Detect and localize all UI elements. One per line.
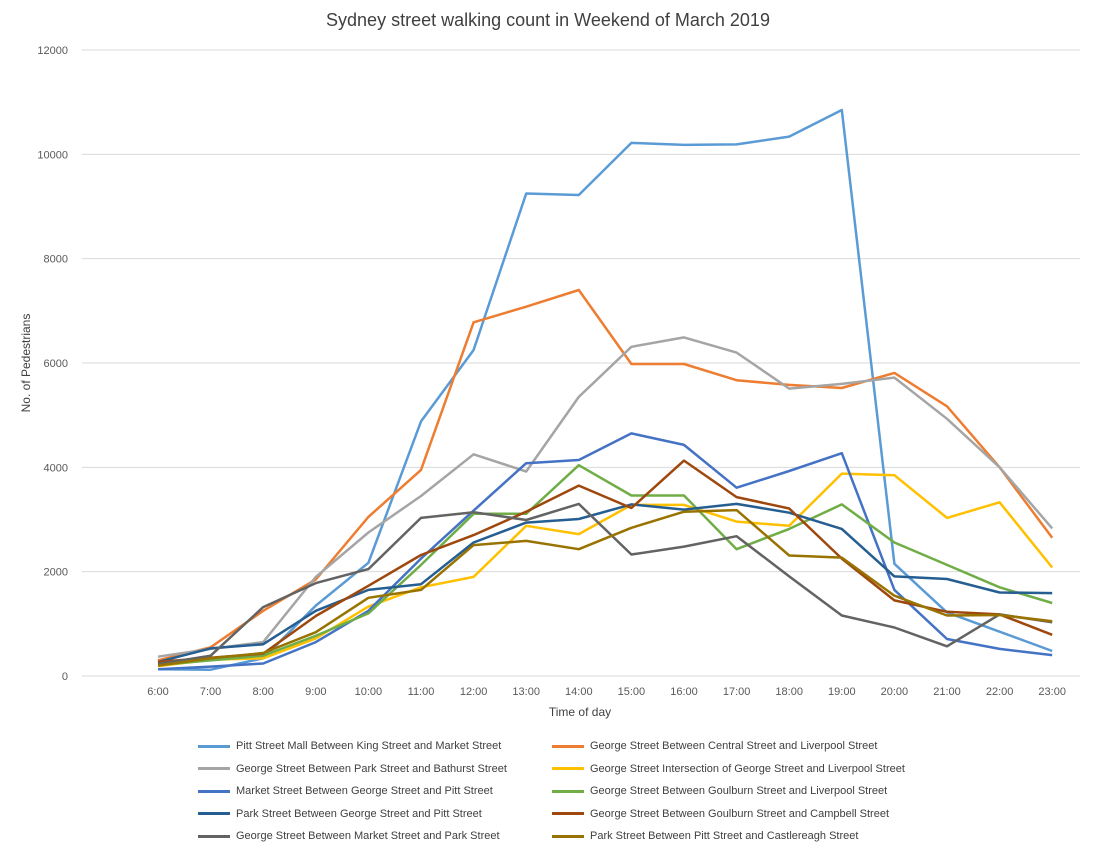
x-tick-label: 23:00: [1038, 686, 1066, 698]
x-tick-label: 12:00: [460, 686, 488, 698]
legend-item: Pitt Street Mall Between King Street and…: [198, 736, 501, 756]
legend-item: George Street Between Park Street and Ba…: [198, 759, 507, 779]
y-tick-label: 2000: [44, 567, 68, 579]
legend-label: George Street Between Central Street and…: [590, 740, 878, 752]
legend-swatch: [198, 812, 230, 815]
x-tick-label: 17:00: [723, 686, 751, 698]
x-tick-label: 7:00: [200, 686, 221, 698]
x-tick-label: 14:00: [565, 686, 593, 698]
legend-label: George Street Intersection of George Str…: [590, 762, 905, 775]
legend-item: George Street Between Market Street and …: [198, 826, 500, 846]
legend-label: George Street Between Park Street and Ba…: [236, 762, 507, 775]
series-line-2: [157, 288, 1054, 662]
legend-swatch: [198, 789, 230, 793]
y-tick-label: 0: [62, 671, 68, 683]
series-line-8: [157, 459, 1053, 664]
legend-item: Park Street Between George Street and Pi…: [198, 804, 482, 824]
line-chart: 0 2000 4000 6000 8000 10000 12000 6:00 7:00 8:00…: [19, 45, 1080, 719]
series-line-6: [157, 463, 1053, 667]
x-tick-label: 10:00: [355, 686, 383, 698]
y-tick-label: 6000: [44, 358, 68, 370]
x-axis-ticks: 6:00 7:00 8:00 9:00 10:00 11:00 12:00 13:00 14:0…: [147, 686, 1066, 698]
y-axis-ticks: 0 2000 4000 6000 8000 10000 12000: [37, 45, 68, 683]
legend-label: George Street Between Market Street and …: [236, 830, 500, 842]
series-line-4: [157, 472, 1054, 668]
y-axis-label: No. of Pedestrians: [19, 314, 33, 413]
legend-swatch: [552, 834, 584, 838]
legend-item: Park Street Between Pitt Street and Cast…: [552, 826, 858, 846]
x-tick-label: 21:00: [933, 686, 961, 698]
legend-label: George Street Between Goulburn Street an…: [590, 785, 888, 797]
legend-label: Pitt Street Mall Between King Street and…: [236, 740, 502, 752]
legend-label: Park Street Between George Street and Pi…: [236, 807, 482, 820]
legend-item: George Street Between Central Street and…: [552, 736, 877, 756]
legend-item: George Street Between Goulburn Street an…: [552, 781, 887, 801]
legend-swatch: [198, 834, 230, 838]
chart-title: Sydney street walking count in Weekend o…: [326, 10, 770, 30]
series-line-10: [157, 508, 1053, 667]
y-tick-label: 10000: [37, 149, 68, 161]
x-axis-label: Time of day: [549, 705, 611, 719]
legend-item: Market Street Between George Street and …: [198, 781, 493, 801]
gridlines: [82, 49, 1080, 677]
x-tick-label: 20:00: [881, 686, 909, 698]
series-line-1: [157, 108, 1053, 671]
y-tick-label: 8000: [44, 254, 68, 266]
series-line-9: [157, 502, 1053, 666]
legend-label: Market Street Between George Street and …: [236, 785, 493, 797]
legend-label: Park Street Between Pitt Street and Cast…: [590, 830, 859, 842]
legend-swatch: [552, 744, 584, 748]
legend-swatch: [198, 767, 230, 770]
legend-swatch: [552, 812, 584, 815]
legend-item: George Street Between Goulburn Street an…: [552, 804, 889, 824]
series-line-7: [157, 502, 1053, 664]
legend-swatch: [552, 789, 584, 793]
legend-swatch: [198, 744, 230, 748]
y-tick-label: 12000: [37, 45, 68, 57]
legend-label: George Street Between Goulburn Street an…: [590, 807, 890, 820]
x-tick-label: 22:00: [986, 686, 1014, 698]
x-tick-label: 13:00: [512, 686, 540, 698]
legend-swatch: [552, 767, 584, 770]
x-tick-label: 19:00: [828, 686, 856, 698]
x-tick-label: 9:00: [305, 686, 326, 698]
x-tick-label: 8:00: [252, 686, 273, 698]
x-tick-label: 16:00: [670, 686, 698, 698]
x-tick-label: 6:00: [147, 686, 168, 698]
series-lines: [157, 108, 1054, 671]
y-tick-label: 4000: [44, 462, 68, 474]
x-tick-label: 18:00: [775, 686, 803, 698]
x-tick-label: 11:00: [408, 686, 435, 698]
legend-item: George Street Intersection of George Str…: [552, 759, 905, 779]
x-tick-label: 15:00: [618, 686, 646, 698]
